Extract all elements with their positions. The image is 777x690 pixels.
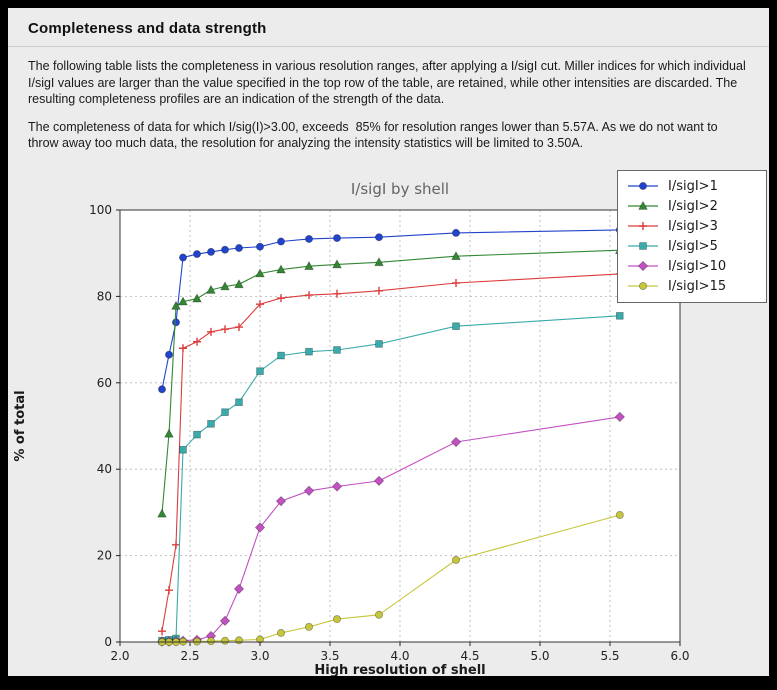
description-paragraph-2: The completeness of data for which I/sig… — [28, 119, 722, 151]
svg-text:2.5: 2.5 — [180, 649, 199, 663]
svg-text:6.0: 6.0 — [670, 649, 689, 663]
panel: Completeness and data strength The follo… — [8, 8, 769, 676]
legend-item: I/sigI>15 — [626, 279, 756, 294]
completeness-figure: 2.0 2.5 3.0 3.5 4.0 4.5 5.0 5.5 6.0 0 20 40 60 80 100 … — [8, 164, 769, 677]
svg-text:100: 100 — [89, 203, 112, 217]
legend-item: I/sigI>5 — [626, 239, 756, 254]
legend-label: I/sigI>10 — [668, 258, 727, 274]
legend-swatch — [628, 282, 658, 290]
legend-label: I/sigI>3 — [668, 218, 718, 234]
svg-text:5.5: 5.5 — [600, 649, 619, 663]
y-axis-label: % of total — [13, 390, 28, 461]
legend-swatch — [628, 242, 658, 250]
legend-item: I/sigI>3 — [626, 219, 756, 234]
legend-item: I/sigI>2 — [626, 199, 756, 214]
legend-label: I/sigI>15 — [668, 278, 727, 294]
legend-label: I/sigI>5 — [668, 238, 718, 254]
chart-legend: I/sigI>1 I/sigI>2 I/sigI>3 I/sigI>5 I/sigI>1… — [617, 169, 767, 303]
legend-item: I/sigI>1 — [626, 179, 756, 194]
series-I/sigI>2 — [157, 244, 625, 517]
x-axis-label: High resolution of shell — [314, 663, 485, 677]
chart-title: I/sigI by shell — [351, 180, 449, 198]
svg-text:0: 0 — [104, 635, 112, 649]
svg-text:4.0: 4.0 — [390, 649, 409, 663]
svg-text:3.5: 3.5 — [320, 649, 339, 663]
page-title: Completeness and data strength — [28, 20, 267, 37]
completeness-chart: 2.0 2.5 3.0 3.5 4.0 4.5 5.0 5.5 6.0020406080100 … — [13, 180, 690, 677]
svg-text:3.0: 3.0 — [250, 649, 269, 663]
plot-area: 2.0 2.5 3.0 3.5 4.0 4.5 5.0 5.5 6.0 0 20 40 60 80 100 — [89, 203, 689, 663]
legend-swatch — [628, 260, 658, 272]
legend-swatch — [628, 222, 658, 230]
svg-text:40: 40 — [97, 462, 112, 476]
legend-item: I/sigI>10 — [626, 259, 756, 274]
legend-swatch — [628, 182, 658, 190]
svg-text:2.0: 2.0 — [110, 649, 129, 663]
svg-text:5.0: 5.0 — [530, 649, 549, 663]
description-paragraph-1: The following table lists the completene… — [28, 59, 750, 106]
title-divider — [8, 46, 769, 47]
svg-text:4.5: 4.5 — [460, 649, 479, 663]
svg-text:20: 20 — [97, 548, 112, 562]
svg-text:60: 60 — [97, 375, 112, 389]
legend-label: I/sigI>1 — [668, 178, 718, 194]
legend-label: I/sigI>2 — [668, 198, 718, 214]
svg-text:80: 80 — [97, 289, 112, 303]
legend-swatch — [628, 200, 658, 210]
